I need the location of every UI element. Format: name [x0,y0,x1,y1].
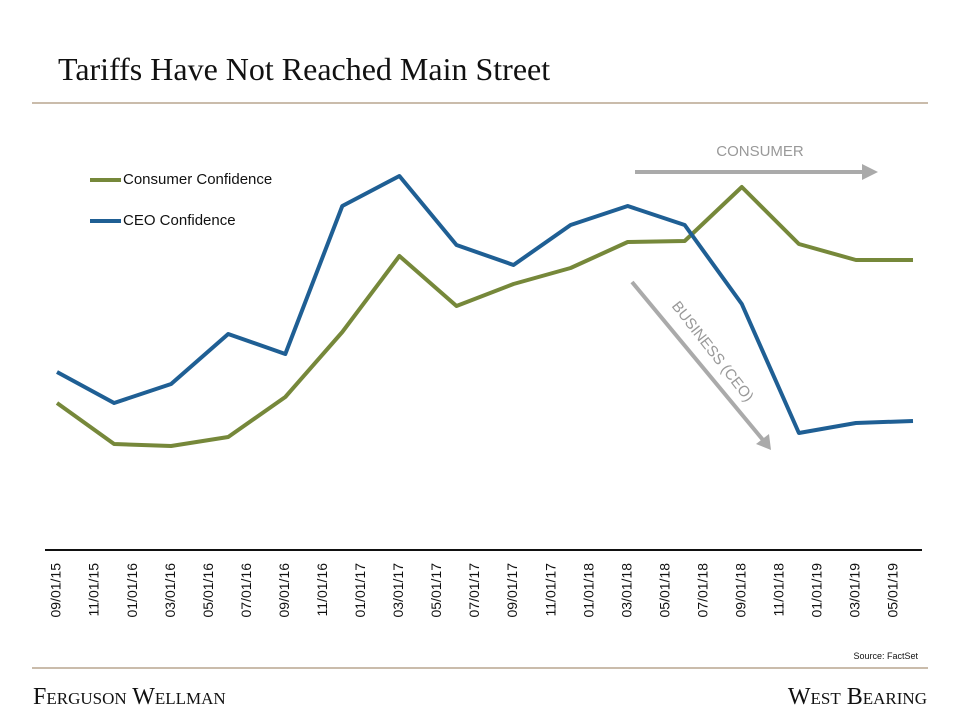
x-tick-label: 05/01/19 [885,563,901,618]
x-tick-label: 01/01/16 [124,563,140,618]
series-line [55,185,913,448]
x-tick-label: 05/01/18 [656,563,672,618]
x-tick-label: 05/01/17 [428,563,444,618]
footer-left: Ferguson Wellman [33,684,226,710]
x-tick-label: 03/01/16 [162,563,178,618]
x-tick-label: 07/01/18 [694,563,710,618]
x-tick-label: 11/01/15 [86,563,102,617]
x-tick-label: 01/01/17 [352,563,368,618]
x-tick-label: 09/01/15 [48,563,64,618]
x-tick-label: 01/01/18 [580,563,596,618]
x-tick-label: 03/01/18 [618,563,634,618]
x-tick-label: 09/01/18 [733,563,749,618]
footer-right: West Bearing [788,684,927,710]
legend-label: Consumer Confidence [123,171,272,188]
x-tick-label: 11/01/17 [542,563,558,617]
legend-label: CEO Confidence [123,212,236,229]
x-tick-label: 09/01/16 [276,563,292,618]
x-tick-label: 03/01/17 [390,563,406,618]
x-tick-label: 11/01/18 [771,563,787,617]
annotation: BUSINESS (CEO) [668,298,757,405]
series-line [56,174,914,435]
x-tick-label: 07/01/17 [466,563,482,618]
x-tick-label: 01/01/19 [809,563,825,618]
arrow-head [756,434,771,450]
annotation: CONSUMER [716,143,804,160]
annotation-arrow [630,280,765,442]
arrow-head [862,164,878,180]
x-tick-label: 11/01/16 [314,563,330,617]
x-tick-label: 05/01/16 [200,563,216,618]
source: Source: FactSet [853,651,918,661]
x-tick-label: 07/01/16 [238,563,254,618]
x-tick-label: 03/01/19 [847,563,863,618]
chart-title: Tariffs Have Not Reached Main Street [58,51,550,87]
x-tick-label: 09/01/17 [504,563,520,618]
